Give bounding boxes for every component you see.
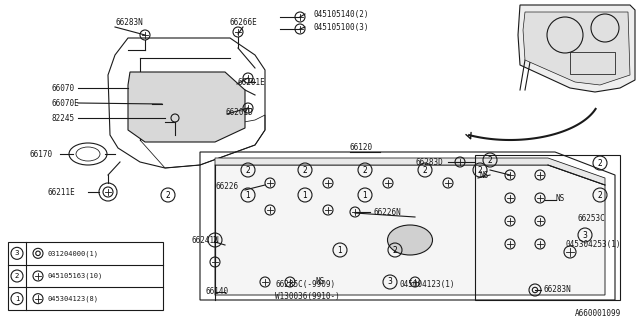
Polygon shape	[518, 5, 635, 92]
Text: 2: 2	[246, 165, 250, 174]
Text: NS: NS	[480, 171, 489, 180]
Text: 1: 1	[363, 190, 367, 199]
Text: 66070: 66070	[52, 84, 75, 92]
Text: 045304253(1): 045304253(1)	[565, 239, 621, 249]
Text: 045105100(3): 045105100(3)	[313, 22, 369, 31]
Text: 66201D: 66201D	[225, 108, 253, 116]
Text: 1: 1	[338, 245, 342, 254]
Text: 2: 2	[15, 273, 19, 279]
Text: 2: 2	[477, 165, 483, 174]
Bar	[8, 242, 163, 310]
Text: 2: 2	[303, 165, 307, 174]
Bar	[475, 155, 620, 300]
Polygon shape	[215, 165, 605, 295]
Text: 2: 2	[488, 156, 492, 164]
Text: 2: 2	[422, 165, 428, 174]
Text: 1: 1	[303, 190, 307, 199]
Text: 045105140(2): 045105140(2)	[313, 10, 369, 19]
Text: 2: 2	[598, 158, 602, 167]
Bar	[162, 100, 176, 108]
Bar	[570, 52, 615, 74]
Text: 66070E: 66070E	[52, 99, 80, 108]
Text: 66226: 66226	[215, 181, 238, 190]
Text: 66201E: 66201E	[237, 77, 265, 86]
Text: 3: 3	[582, 230, 588, 239]
Text: 045004123(1): 045004123(1)	[400, 281, 456, 290]
Text: 66211E: 66211E	[48, 188, 76, 196]
Text: 66285C(-9909): 66285C(-9909)	[275, 281, 335, 290]
Text: 66226N: 66226N	[373, 207, 401, 217]
Text: 2: 2	[598, 190, 602, 199]
Text: 66283N: 66283N	[543, 285, 571, 294]
Text: 2: 2	[166, 190, 170, 199]
Text: 3: 3	[15, 250, 19, 256]
Text: 2: 2	[212, 236, 218, 244]
Polygon shape	[523, 12, 630, 85]
Text: 66140: 66140	[205, 287, 228, 297]
Text: 66241N: 66241N	[192, 236, 220, 244]
Text: NS: NS	[555, 194, 564, 203]
Text: 2: 2	[392, 245, 397, 254]
Text: 66283N: 66283N	[115, 18, 143, 27]
Text: 66170: 66170	[30, 149, 53, 158]
Text: 66283D: 66283D	[415, 157, 443, 166]
Text: 2: 2	[363, 165, 367, 174]
Text: 82245: 82245	[52, 114, 75, 123]
Text: 1: 1	[246, 190, 250, 199]
Text: NS: NS	[316, 277, 324, 286]
Text: 66120: 66120	[350, 142, 373, 151]
Text: 045105163(10): 045105163(10)	[48, 273, 103, 279]
Text: W130036(9910-): W130036(9910-)	[275, 292, 340, 300]
Text: 045304123(8): 045304123(8)	[48, 295, 99, 302]
Text: 3: 3	[388, 277, 392, 286]
Ellipse shape	[387, 225, 433, 255]
Text: 66253C: 66253C	[578, 213, 605, 222]
Text: A660001099: A660001099	[575, 308, 621, 317]
Polygon shape	[128, 72, 245, 142]
Text: 031204000(1): 031204000(1)	[48, 250, 99, 257]
Text: 1: 1	[15, 296, 19, 302]
Text: 66266E: 66266E	[230, 18, 258, 27]
Polygon shape	[215, 158, 605, 185]
